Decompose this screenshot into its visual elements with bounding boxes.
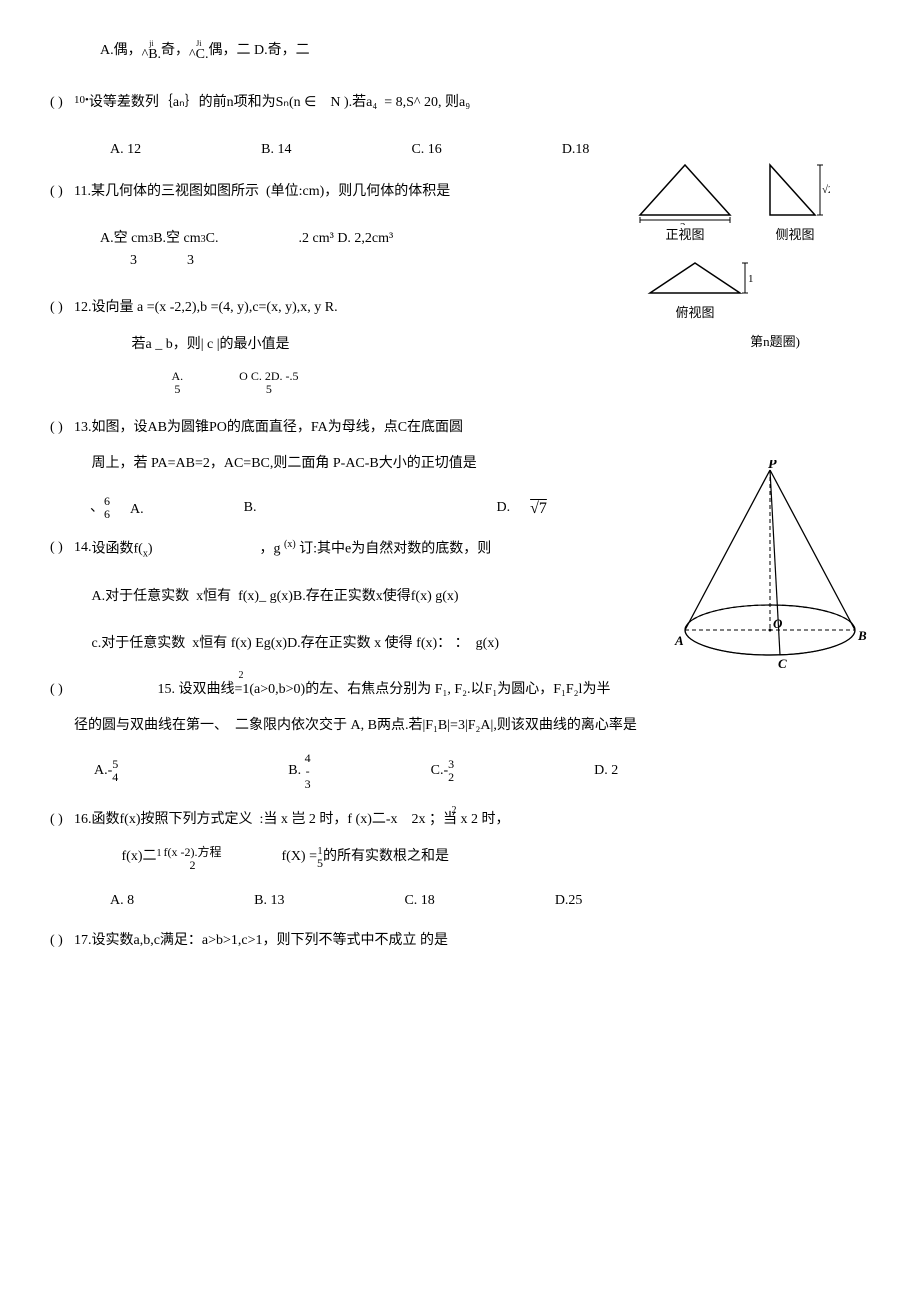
- side-view-svg: √2: [760, 160, 830, 225]
- svg-text:A: A: [674, 633, 684, 648]
- svg-text:P: P: [768, 460, 777, 472]
- q10-num: 10•: [74, 92, 89, 110]
- bracket: ( ): [50, 679, 74, 701]
- bracket: ( ): [50, 181, 74, 203]
- q15-A: A.- 54: [94, 758, 118, 784]
- q16-B: B. 13: [254, 890, 284, 912]
- bracket: ( ): [50, 537, 74, 559]
- side-label: 侧视图: [760, 225, 830, 246]
- q11-A-post: B.空 cm: [153, 228, 200, 250]
- q15-C: C.- 32: [431, 758, 455, 784]
- q9-rubyA: ji ^B.: [142, 40, 161, 62]
- q17-text: 设实数a,b,c满足：a>b>1,c>1，则下列不等式中不成立 的是: [92, 930, 871, 952]
- dim-1: 1: [748, 273, 754, 285]
- q17: ( ) 17. 设实数a,b,c满足：a>b>1,c>1，则下列不等式中不成立 …: [50, 930, 870, 958]
- dim-sqrt2: √2: [822, 184, 830, 196]
- bracket: ( ): [50, 809, 74, 831]
- q10-B: B. 14: [261, 139, 291, 161]
- svg-text:C: C: [778, 656, 787, 670]
- bracket: ( ): [50, 92, 74, 114]
- q15-num: 15.: [158, 682, 176, 697]
- q16-text: 函数f(x)按照下列方式定义 :当 x 岂 2 时，f (x)二-x 2x ；当…: [92, 809, 871, 831]
- q13-B: B.: [244, 497, 257, 519]
- q13-D-val: √7: [530, 496, 547, 522]
- q16-num: 16.: [74, 809, 92, 831]
- q9-mid2: 偶，二 D.奇，二: [208, 40, 309, 62]
- q13-A-pre: 、: [90, 497, 104, 519]
- q12-A: A. 5: [172, 370, 184, 396]
- q16-A: A. 8: [110, 890, 134, 912]
- bracket: ( ): [50, 417, 74, 439]
- q9-options: A.偶， ji ^B. 奇， Ji ^C. 偶，二 D.奇，二: [50, 40, 870, 62]
- q11-num: 11.: [74, 181, 91, 203]
- front-view-svg: 2: [630, 160, 740, 225]
- q11-line2c: .2 cm³ D. 2,2cm³: [299, 228, 394, 250]
- bracket: ( ): [50, 297, 74, 319]
- fig-caption: 第n题圈): [670, 332, 880, 353]
- q16-C: C. 18: [404, 890, 434, 912]
- q14-num: 14.: [74, 537, 92, 559]
- q9-optA: A.偶，: [100, 40, 142, 62]
- q17-num: 17.: [74, 930, 92, 952]
- q13-line2: 周上，若 PA=AB=2，AC=BC,则二面角 P-AC-B大小的正切值是: [92, 453, 592, 475]
- q16-l2a: f(x)二: [122, 846, 157, 868]
- q15-B: B. 4-3: [288, 752, 310, 792]
- q10-C: C. 16: [411, 139, 441, 161]
- q15-D: D. 2: [594, 760, 618, 782]
- q13-text: 如图，设AB为圆锥PO的底面直径，FA为母线，点C在底面圆: [92, 417, 592, 439]
- q15-text: 设双曲线=1(a>0,b>0)的左、右焦点分别为 F₁, F₂.以F₁为圆心，F…: [179, 682, 611, 697]
- front-label: 正视图: [630, 225, 740, 246]
- q9-rubyB: Ji ^C.: [189, 40, 208, 62]
- q15: ( ) 15. 2 设双曲线=1(a>0,b>0)的左、右焦点分别为 F₁, F…: [50, 679, 870, 791]
- q11-l2a: 3: [130, 250, 137, 272]
- q10: ( ) 10• 设等差数列｛aₙ｝的前n项和为Sₙ(n ∈ N ).若a₄ = …: [50, 92, 870, 120]
- top-label: 俯视图: [640, 303, 750, 324]
- q13-num: 13.: [74, 417, 92, 439]
- q9-mid1: 奇，: [161, 40, 189, 62]
- q10-text: 设等差数列｛aₙ｝的前n项和为Sₙ(n ∈ N ).若a₄ = 8,S^ 20,…: [89, 92, 870, 114]
- q10-A: A. 12: [110, 139, 141, 161]
- q12-B: O C. 2D. -.5 5: [239, 370, 298, 396]
- q11-A-pre: A.空 cm: [100, 228, 148, 250]
- three-view-figure: 2 正视图 √2 侧视图 1 俯视图 第n题圈): [630, 160, 880, 352]
- q13-A-lbl: A.: [130, 499, 144, 521]
- svg-text:O: O: [773, 616, 783, 631]
- q16: ( ) 16. 函数f(x)按照下列方式定义 :当 x 岂 2 时，f (x)二…: [50, 809, 870, 872]
- top-view-svg: 1: [640, 258, 770, 303]
- q13-A-frac: 6 6: [104, 495, 110, 521]
- q12-num: 12.: [74, 297, 92, 319]
- q13-D: D.: [496, 497, 510, 519]
- q15-line1: 15. 2 设双曲线=1(a>0,b>0)的左、右焦点分别为 F₁, F₂.以F…: [74, 679, 870, 701]
- q15-line2: 径的圆与双曲线在第一、 二象限内依次交于 A, B两点.若|F₁B|=3|F₂A…: [74, 715, 870, 737]
- q16-options: A. 8 B. 13 C. 18 D.25: [50, 890, 870, 912]
- q16-D: D.25: [555, 890, 583, 912]
- q10-options: A. 12 B. 14 C. 16 D.18: [50, 139, 870, 161]
- cone-figure: P A B C O: [670, 460, 870, 670]
- q11-l2b: 3: [187, 250, 194, 272]
- q16-l2c: f(X) =: [282, 846, 318, 868]
- svg-text:B: B: [857, 628, 867, 643]
- q10-D: D.18: [562, 139, 590, 161]
- bracket: ( ): [50, 930, 74, 952]
- q11-A-c: C.: [206, 228, 219, 250]
- q16-l2d: 的所有实数根之和是: [323, 846, 449, 868]
